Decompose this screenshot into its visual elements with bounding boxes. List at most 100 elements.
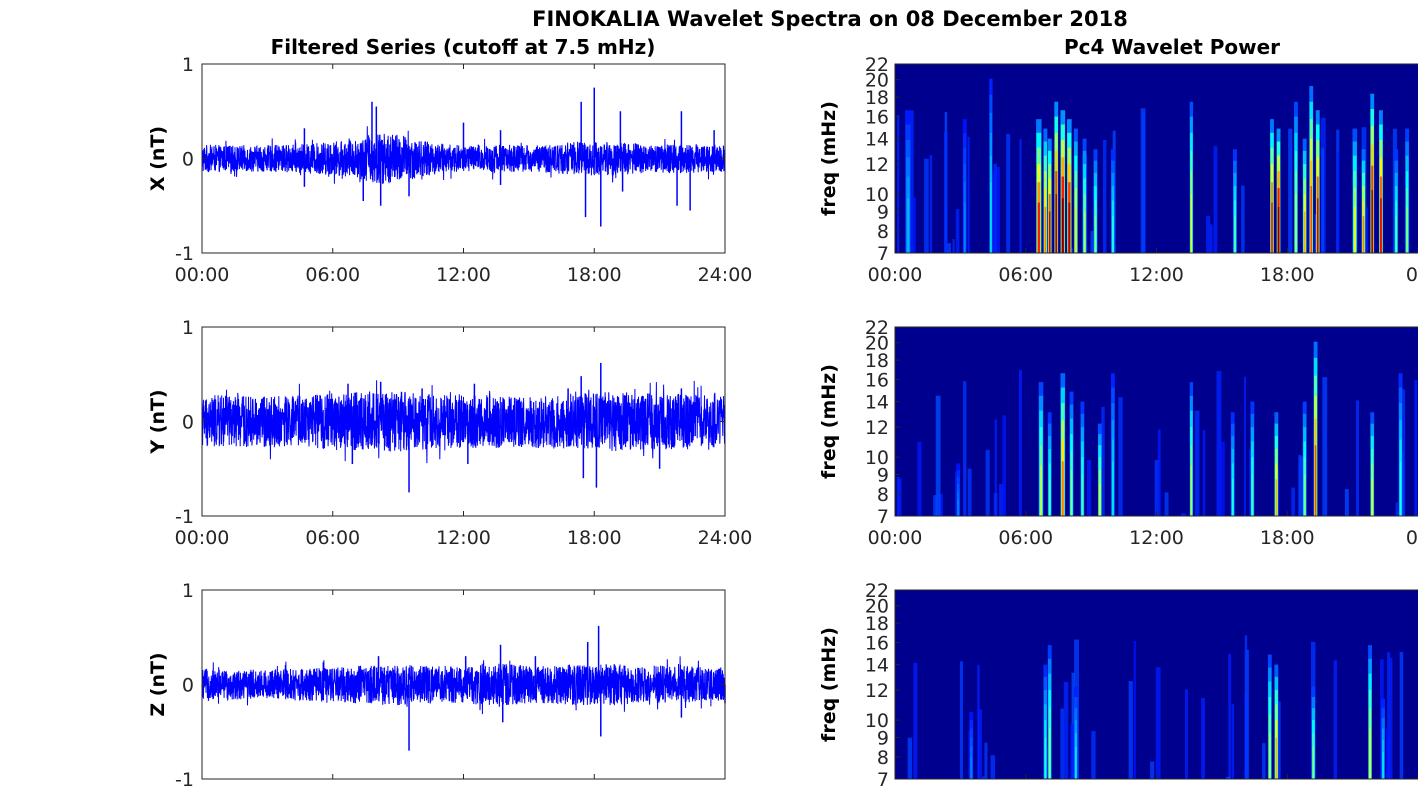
y-tick-label: 10 [865,710,889,732]
y-axis-label: freq (mHz) [818,364,840,479]
heatmap-streak-faint [1090,230,1095,253]
heatmap-streak-faint [984,742,988,779]
heatmap-streak-faint [1243,376,1246,516]
x-tick-label: 12:00 [1129,264,1184,286]
y-tick-label: 1 [182,580,194,602]
heatmap-burst [1382,751,1384,779]
heatmap-streak-faint [1337,150,1340,253]
heatmap-streak-faint [1333,660,1338,779]
x-tick-label: 18:00 [1260,527,1315,549]
y-tick-label: 9 [877,202,889,224]
heatmap-layer [895,64,1418,253]
heatmap-streak-faint [1395,502,1399,516]
heatmap-burst [1061,198,1064,253]
x-tick-label: 06:00 [998,264,1053,286]
x-tick-label: 06:00 [998,527,1053,549]
heatmap-burst [1044,737,1047,779]
heatmap-streak-faint [952,239,955,253]
heatmap-streak-faint [1060,708,1065,779]
heatmap-streak-faint [907,737,913,779]
heatmap-streak-faint [1414,379,1418,516]
y-tick-label: 0 [182,149,194,171]
heatmap-burst [1380,198,1382,253]
heatmap-burst [1395,216,1397,253]
heatmap-burst [963,202,966,253]
heatmap-streak-faint [1226,776,1231,779]
heatmap-burst [1048,479,1051,516]
heatmap-streak-faint [896,476,900,516]
heatmap-burst [1271,202,1273,253]
heatmap-layer [895,327,1418,516]
x-tick-label: 00:00 [175,527,230,549]
y-tick-label: 12 [865,154,889,176]
heatmap-burst [1044,206,1047,253]
series-trace [201,126,726,184]
heatmap-streak-faint [978,709,982,779]
y-tick-label: 12 [865,417,889,439]
heatmap-burst [1316,198,1319,253]
heatmap-streak-faint [1355,400,1359,516]
heatmap-burst [1040,465,1042,516]
heatmap-burst [1303,211,1306,253]
y-axis-label: freq (mHz) [818,627,840,742]
y-tick-label: 7 [877,243,889,265]
x-tick-label: 24:00 [698,527,753,549]
heatmap-streak-faint [933,495,938,516]
y-axis-label: freq (mHz) [818,101,840,216]
line-panel-z: -1 0 1 Z (nT) [147,580,726,788]
heatmap-streak-faint [1118,397,1123,516]
heatmap-streak-faint [924,158,929,253]
heatmap-streak-faint [1288,128,1293,253]
heatmap-streak-faint [1322,377,1328,516]
heatmap-streak-faint [1213,146,1218,253]
heatmap-streak-faint [913,662,918,779]
y-tick-label: 0 [182,675,194,697]
heatmap-burst [1068,202,1071,253]
heatmap-streak-faint [1231,703,1235,779]
heatmap-burst [1371,190,1374,253]
heatmap-streak-faint [1216,371,1222,516]
x-tick-label: 12:00 [436,527,491,549]
left-column-title: Filtered Series (cutoff at 7.5 mHz) [271,35,656,59]
heatmap-streak-faint [1181,513,1186,516]
heatmap-burst [1037,202,1040,253]
heatmap-burst [1094,216,1097,253]
y-tick-label: 14 [865,129,889,151]
heatmap-streak-faint [944,131,948,253]
y-tick-label: 20 [865,70,889,92]
heatmap-streak-faint [1063,682,1069,779]
heatmap-streak-faint [1128,681,1133,779]
y-tick-label: 9 [877,728,889,750]
heatmap-streak-faint [1206,215,1211,253]
heatmap-streak-faint [1201,698,1205,779]
heatmap-burst [1399,461,1402,516]
heatmap-burst [990,182,992,253]
heatmap-streak-faint [1157,429,1161,516]
heatmap-burst [1083,211,1086,253]
heatmap-streak-faint [947,243,952,253]
heatmap-streak-faint [982,776,986,779]
heatmap-burst [906,198,910,253]
heatmap-burst [1371,479,1374,516]
y-tick-label: 0 [182,412,194,434]
heatmap-streak-faint [994,419,997,516]
heatmap-streak-faint [1133,640,1136,779]
y-tick-label: 16 [865,633,889,655]
x-tick-label: 06:00 [305,527,360,549]
heatmap-streak-faint [1018,369,1022,516]
x-tick-label: 00 [1406,264,1418,286]
heatmap-burst [970,756,973,779]
y-tick-label: 18 [865,87,889,109]
x-tick-label: 18:00 [567,264,622,286]
heatmap-burst [1295,194,1297,253]
heatmap-streak-faint [1006,133,1011,253]
heatmap-streak-faint [1299,456,1304,516]
y-tick-label: 12 [865,680,889,702]
x-tick-label: 06:00 [305,264,360,286]
heatmap-streak-faint [1389,657,1393,779]
heatmap-streak-faint [985,449,990,516]
